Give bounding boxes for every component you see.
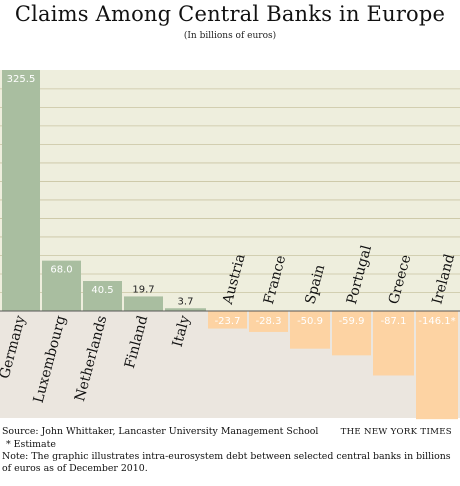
- value-label: -23.7: [215, 316, 241, 327]
- value-label: -28.3: [256, 316, 282, 327]
- value-label: -87.1: [381, 316, 407, 327]
- gridlines: [0, 88, 460, 293]
- value-label: 40.5: [91, 285, 113, 296]
- bar-chart: 325.5 68.0 40.5 19.7 3.7 -23.7 -28.3 -50.9 -59.9…: [0, 70, 460, 420]
- bar-portugal: [332, 311, 371, 356]
- footnote: Note: The graphic illustrates intra-euro…: [2, 451, 451, 474]
- value-label: 19.7: [132, 284, 154, 295]
- bar-greece: [373, 311, 414, 376]
- value-label: 325.5: [7, 74, 36, 85]
- chart-subtitle: (In billions of euros): [183, 31, 277, 41]
- bar-france: [249, 311, 288, 332]
- chart-title: Claims Among Central Banks in Europe: [14, 2, 446, 26]
- source-note: Source: John Whittaker, Lancaster Univer…: [2, 426, 319, 437]
- bar-netherlands: [83, 281, 122, 311]
- value-label: 68.0: [50, 265, 72, 276]
- category-label: Italy: [170, 314, 194, 349]
- value-label: 3.7: [178, 296, 194, 307]
- value-label: -59.9: [339, 316, 365, 327]
- value-labels: 325.5 68.0 40.5 19.7 3.7 -23.7 -28.3 -50.9 -59.9…: [7, 74, 456, 327]
- value-label: -50.9: [297, 316, 323, 327]
- bars: [2, 70, 458, 420]
- bar-italy: [165, 308, 206, 311]
- bar-austria: [208, 311, 247, 329]
- bar-spain: [290, 311, 330, 349]
- estimate-note: * Estimate: [6, 439, 56, 450]
- bar-luxembourg: [42, 260, 81, 311]
- bar-finland: [124, 296, 163, 311]
- bar-germany: [2, 70, 40, 311]
- publisher-credit: THE NEW YORK TIMES: [340, 427, 452, 437]
- bar-ireland: [416, 311, 458, 420]
- value-label: -146.1*: [418, 316, 455, 327]
